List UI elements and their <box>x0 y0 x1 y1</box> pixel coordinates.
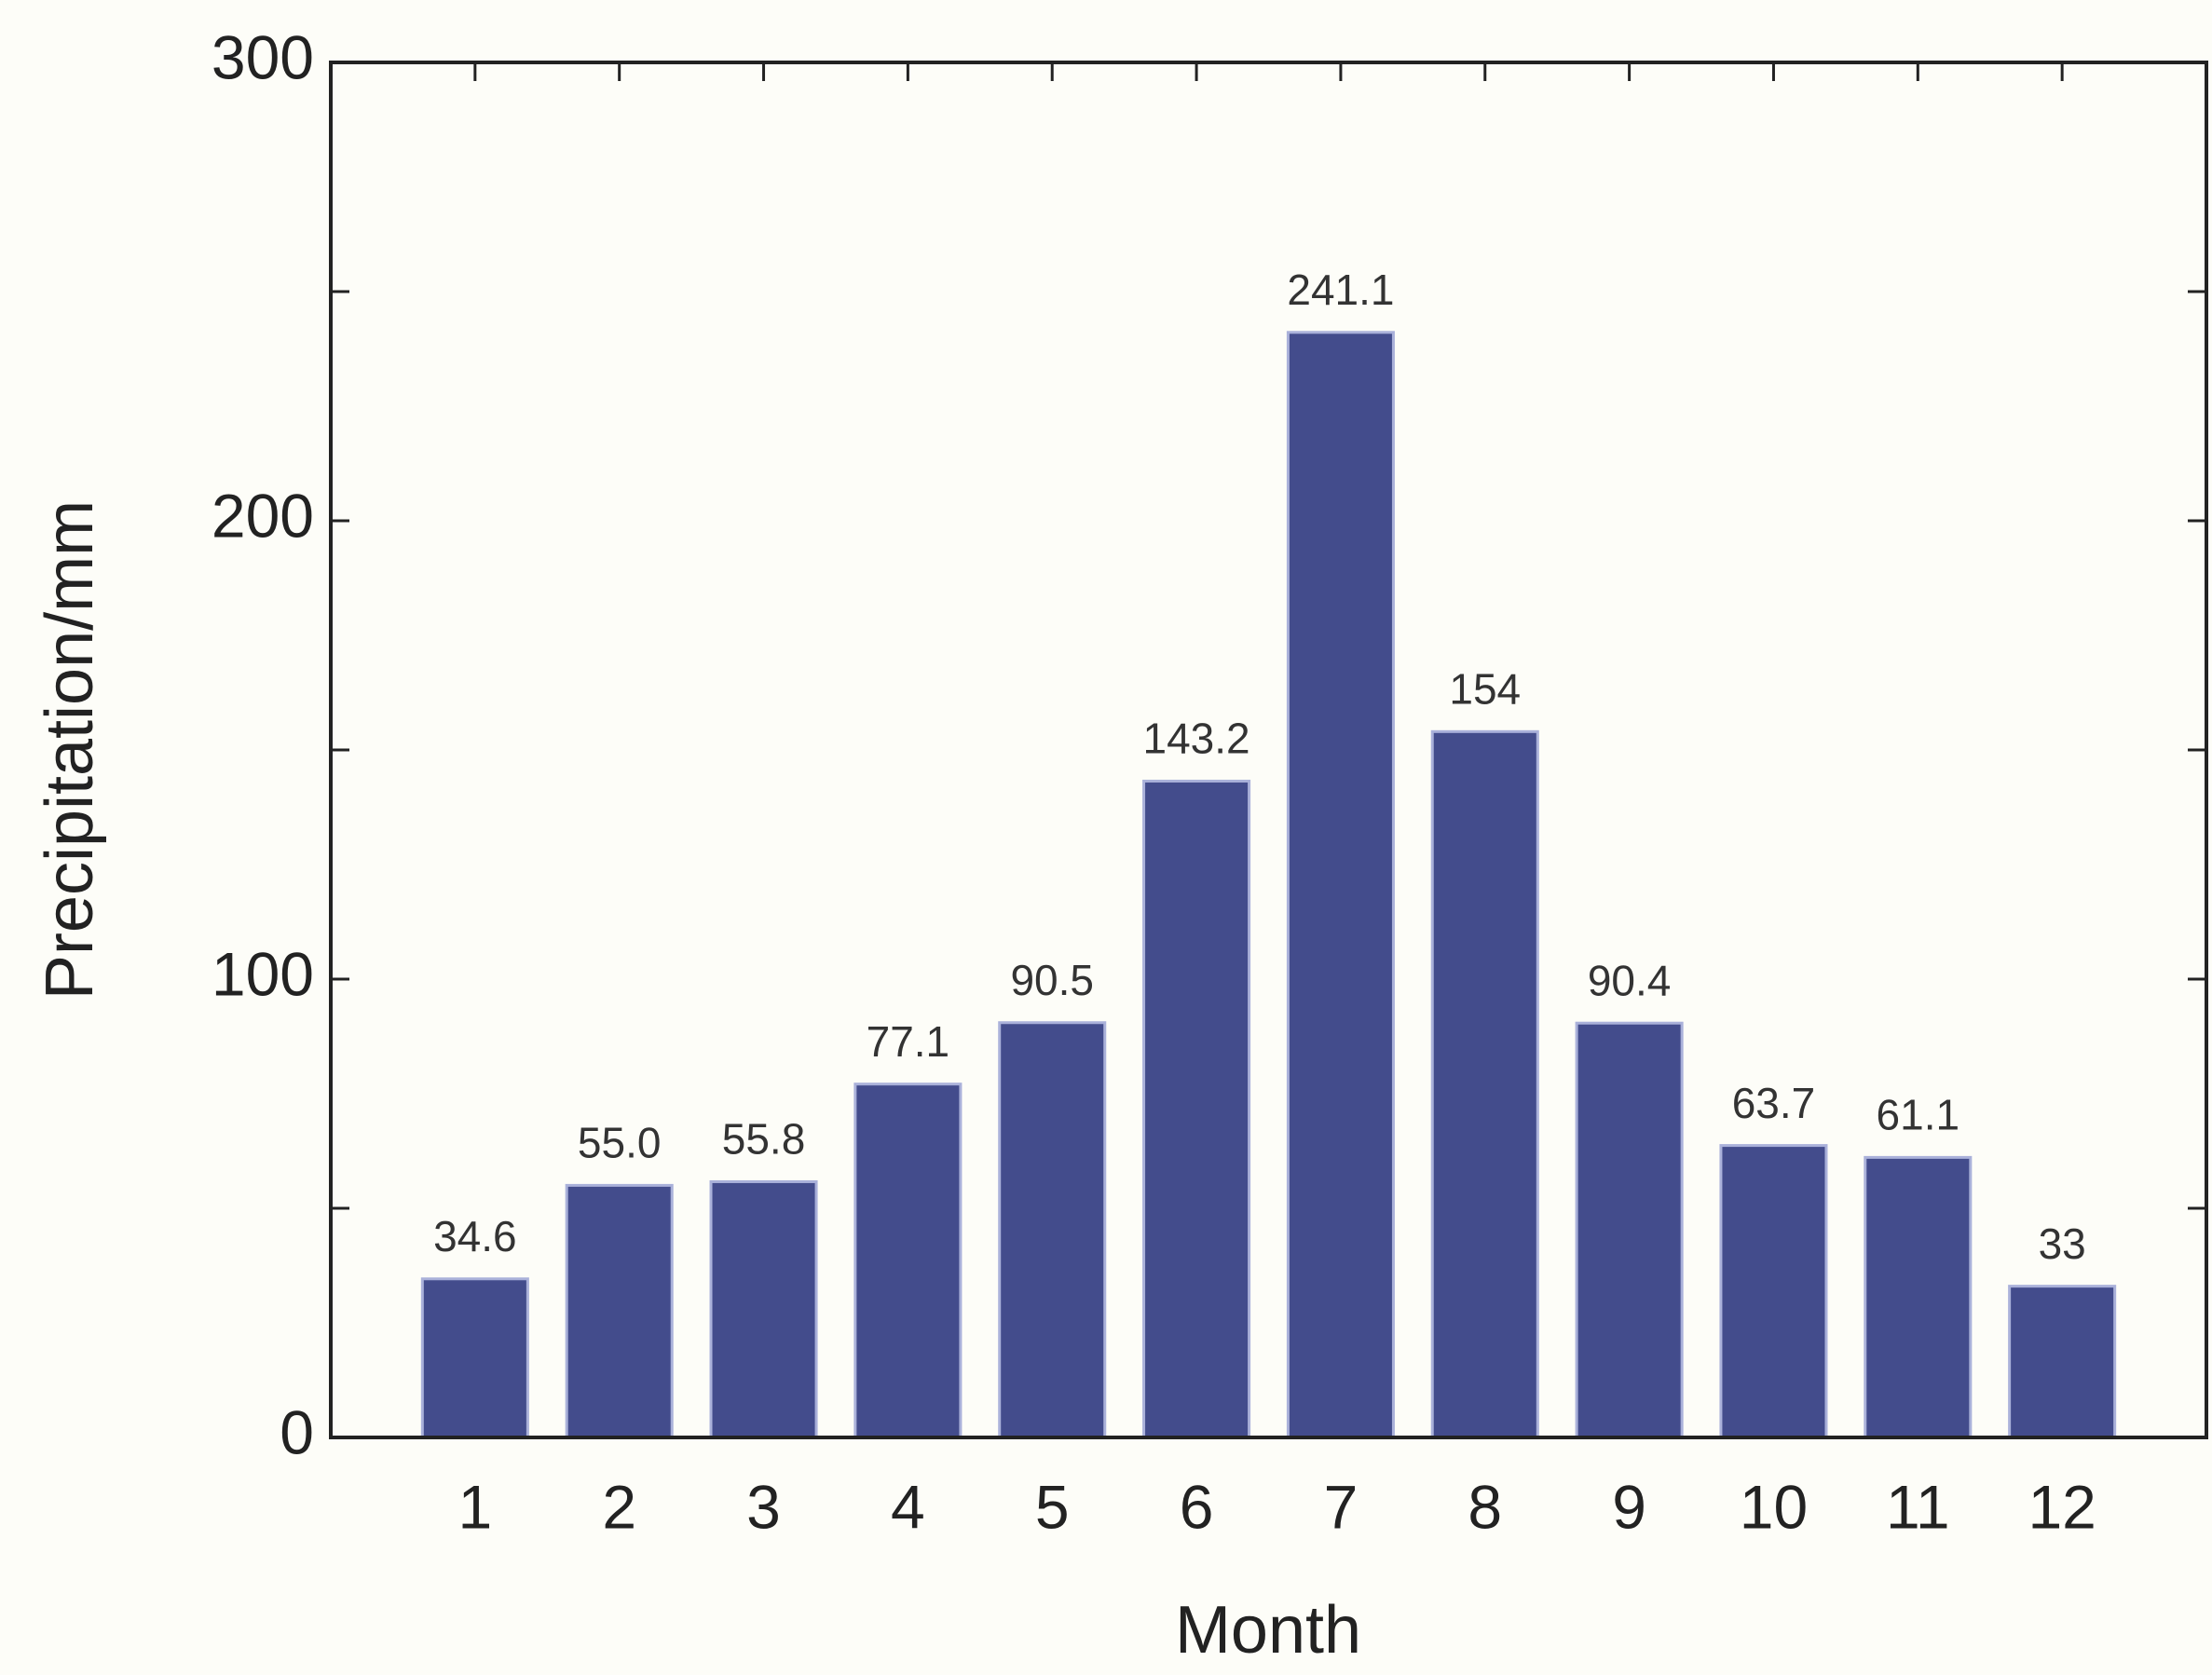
value-label: 61.1 <box>1877 1091 1960 1139</box>
x-tick-label: 4 <box>891 1472 925 1541</box>
value-label: 90.5 <box>1010 956 1094 1004</box>
x-tick-label: 6 <box>1180 1472 1214 1541</box>
value-label: 154 <box>1449 664 1521 713</box>
bar <box>1142 779 1251 1439</box>
value-label: 55.0 <box>578 1119 662 1167</box>
bar <box>2008 1285 2117 1439</box>
y-tick-label: 0 <box>280 1397 314 1466</box>
x-tick-label: 10 <box>1740 1472 1808 1541</box>
x-tick-label: 9 <box>1612 1472 1646 1541</box>
x-tick-label: 8 <box>1468 1472 1502 1541</box>
bar <box>1719 1144 1828 1439</box>
bar <box>1864 1155 1973 1439</box>
bar <box>565 1183 674 1439</box>
value-label: 90.4 <box>1588 956 1672 1004</box>
x-tick-label: 2 <box>602 1472 636 1541</box>
x-tick-label: 7 <box>1324 1472 1359 1541</box>
bar <box>1575 1021 1684 1439</box>
y-tick-label: 300 <box>212 22 314 91</box>
y-tick-label: 100 <box>212 939 314 1008</box>
value-label: 143.2 <box>1143 715 1250 763</box>
value-label: 63.7 <box>1732 1079 1816 1127</box>
x-tick-label: 5 <box>1035 1472 1070 1541</box>
bar <box>1286 331 1395 1439</box>
bar <box>709 1179 818 1439</box>
bar <box>1430 729 1539 1439</box>
value-label: 33 <box>2039 1219 2086 1268</box>
bar <box>853 1083 963 1439</box>
bar <box>420 1277 529 1439</box>
y-tick-label: 200 <box>212 481 314 550</box>
x-axis-label: Month <box>1175 1593 1361 1668</box>
x-tick-label: 11 <box>1886 1472 1950 1541</box>
value-label: 34.6 <box>433 1212 517 1260</box>
y-axis-label: Precipitation/mm <box>33 500 107 1000</box>
x-tick-label: 12 <box>2028 1472 2096 1541</box>
x-tick-label: 1 <box>457 1472 492 1541</box>
x-tick-label: 3 <box>746 1472 781 1541</box>
bar <box>998 1021 1107 1439</box>
value-label: 77.1 <box>867 1017 950 1066</box>
value-label: 55.8 <box>722 1115 806 1164</box>
plot-frame <box>329 61 2208 1439</box>
value-label: 241.1 <box>1287 266 1394 314</box>
